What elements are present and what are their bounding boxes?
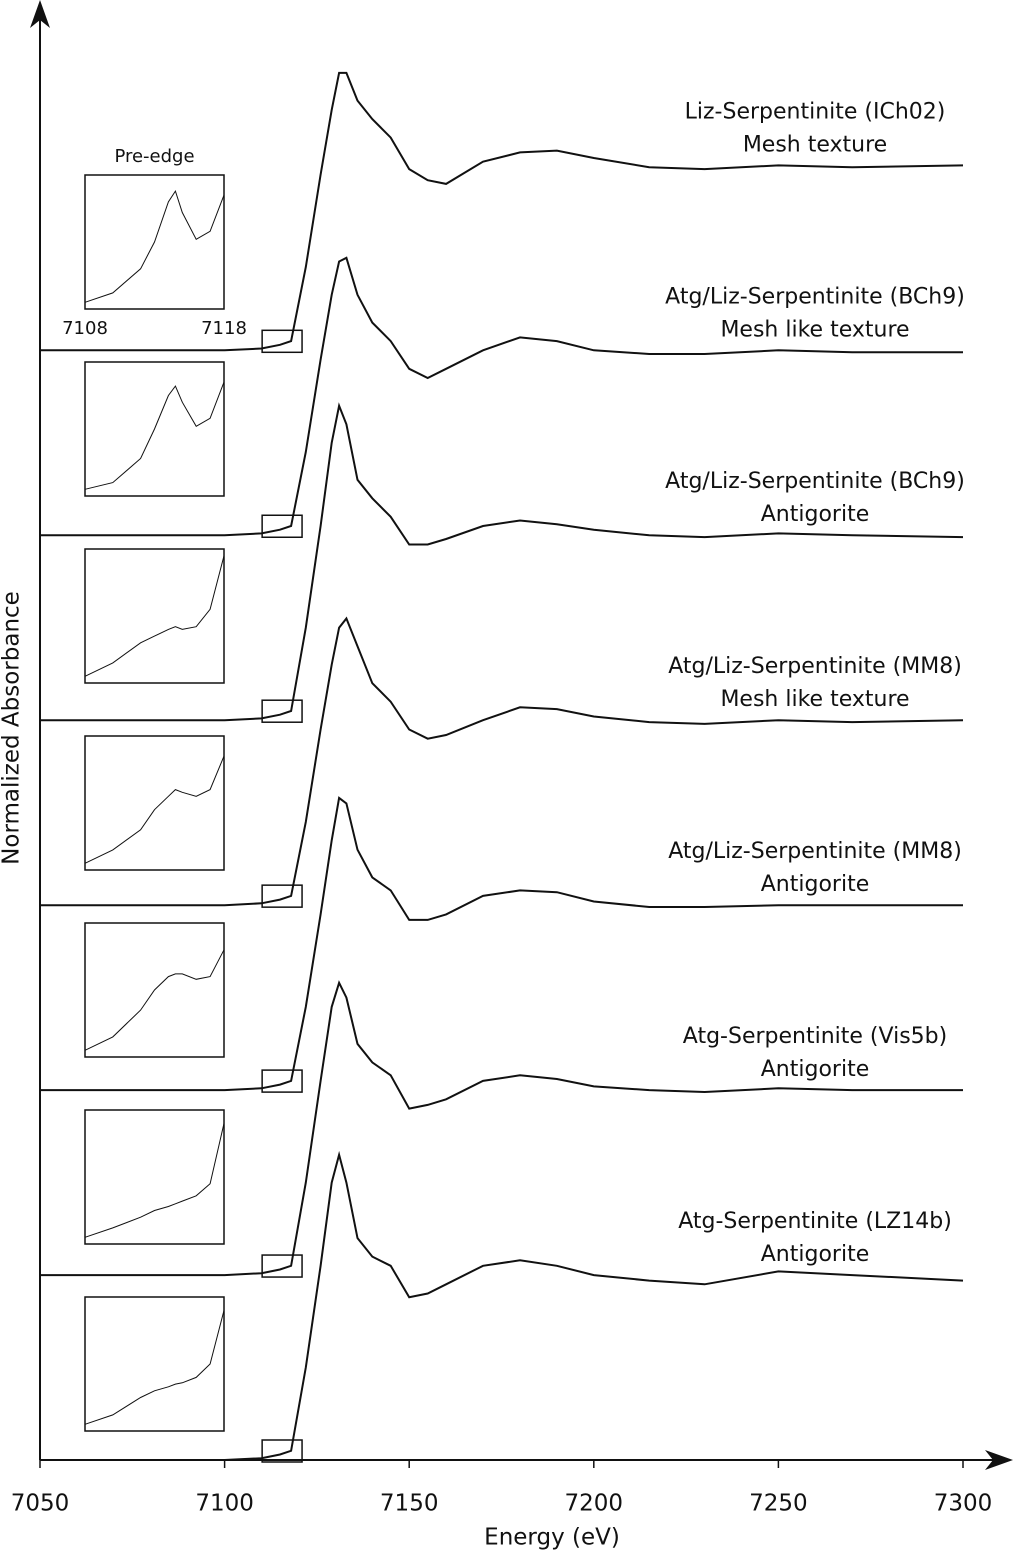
inset-frame (84, 174, 225, 310)
pre-edge-box (261, 699, 303, 723)
series-label: Atg/Liz-Serpentinite (MM8) (668, 654, 962, 679)
x-tick-label: 7200 (565, 1491, 624, 1517)
y-axis-label: Normalized Absorbance (0, 591, 25, 865)
pre-edge-box (261, 1254, 303, 1278)
series-texture: Mesh texture (743, 132, 887, 157)
pre-edge-box (261, 514, 303, 539)
inset-frame (84, 1296, 225, 1432)
series-texture: Mesh like texture (720, 317, 909, 342)
x-tick-label: 7100 (195, 1491, 254, 1517)
x-tick-label: 7250 (749, 1491, 808, 1517)
x-tick-label: 7050 (11, 1491, 70, 1517)
spectrum (40, 71, 964, 352)
series-texture: Mesh like texture (720, 687, 909, 712)
series-texture: Antigorite (761, 502, 869, 527)
inset-tick-label: 7118 (201, 318, 247, 339)
inset-frame (84, 361, 225, 497)
spectrum (40, 980, 963, 1277)
y-axis-arrow (30, 0, 50, 28)
series-label: Atg/Liz-Serpentinite (MM8) (668, 839, 962, 864)
inset-spectrum (84, 189, 225, 303)
inset-spectrum (84, 381, 225, 490)
spectrum (40, 796, 963, 1092)
inset-frame (84, 548, 225, 684)
inset-spectrum (84, 755, 225, 864)
x-axis-arrow (985, 1450, 1013, 1470)
x-tick-label: 7150 (380, 1491, 439, 1517)
spectrum (40, 402, 964, 722)
pre-edge-box (261, 1439, 303, 1463)
pre-edge-box (261, 1069, 303, 1093)
series-texture: Antigorite (761, 872, 869, 897)
x-axis-label: Energy (eV) (484, 1525, 620, 1551)
inset-title: Pre-edge (114, 146, 194, 167)
inset-spectrum (84, 949, 225, 1051)
inset-spectrum (84, 1310, 225, 1425)
spectrum (40, 1150, 964, 1461)
pre-edge-box (261, 329, 303, 354)
inset-tick-label: 7108 (62, 318, 108, 339)
spectrum (40, 616, 964, 907)
inset-spectrum (84, 555, 225, 677)
x-tick-label: 7300 (934, 1491, 993, 1517)
series-label: Liz-Serpentinite (ICh02) (685, 99, 946, 124)
series-label: Atg-Serpentinite (LZ14b) (678, 1209, 952, 1234)
inset-frame (84, 735, 225, 871)
inset-frame (84, 1109, 225, 1245)
series-label: Atg/Liz-Serpentinite (BCh9) (665, 469, 965, 494)
spectrum (40, 256, 963, 537)
series-texture: Antigorite (761, 1242, 869, 1267)
pre-edge-box (261, 884, 303, 908)
series-label: Atg-Serpentinite (Vis5b) (683, 1024, 947, 1049)
inset-frame (84, 922, 225, 1058)
series-texture: Antigorite (761, 1057, 869, 1082)
series-label: Atg/Liz-Serpentinite (BCh9) (665, 284, 965, 309)
inset-spectrum (84, 1123, 225, 1238)
